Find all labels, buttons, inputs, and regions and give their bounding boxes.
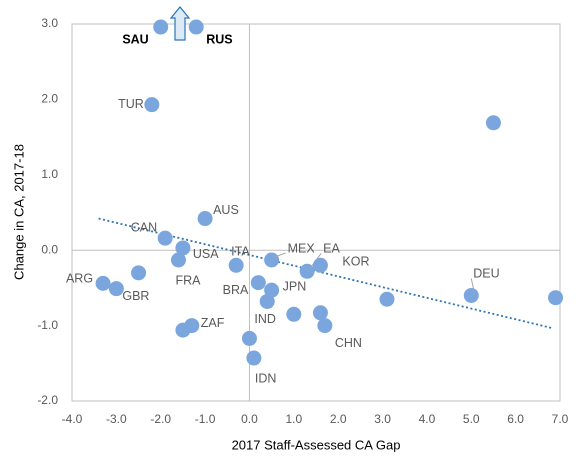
- plot-frame: [71, 23, 561, 402]
- x-tick-label: -4.0: [62, 412, 83, 426]
- y-tick-label: 2.0: [41, 92, 58, 106]
- point: [379, 291, 395, 307]
- point: [153, 19, 169, 35]
- trendline: [98, 217, 552, 329]
- x-tick-label: 1.0: [285, 412, 302, 426]
- leader-line: [274, 252, 286, 258]
- point: [312, 305, 328, 321]
- point: [286, 306, 302, 322]
- point: [228, 257, 244, 273]
- point-label: KOR: [342, 255, 369, 269]
- x-tick-label: 7.0: [552, 412, 569, 426]
- point: [485, 115, 501, 131]
- point-label: IDN: [255, 371, 277, 385]
- point: [170, 252, 186, 268]
- x-tick-label: 4.0: [419, 412, 436, 426]
- x-axis-title: 2017 Staff-Assessed CA Gap: [232, 437, 401, 452]
- y-tick-label: 1.0: [41, 167, 58, 181]
- point-label: ZAF: [201, 316, 225, 330]
- point: [131, 265, 147, 281]
- point: [246, 350, 262, 366]
- x-tick-label: -3.0: [106, 412, 127, 426]
- point: [264, 282, 280, 298]
- off-scale-arrow: [169, 6, 191, 41]
- point: [144, 97, 160, 113]
- x-tick-label: 2.0: [330, 412, 347, 426]
- point: [241, 330, 257, 346]
- x-tick-label: 5.0: [463, 412, 480, 426]
- point: [188, 19, 204, 35]
- x-tick-label: -2.0: [150, 412, 171, 426]
- x-tick-label: 6.0: [507, 412, 524, 426]
- point-label: GBR: [122, 289, 149, 303]
- y-tick-label: -1.0: [37, 318, 58, 332]
- point-label: AUS: [213, 203, 239, 217]
- point-label: RUS: [206, 32, 232, 46]
- point-label: FRA: [175, 273, 201, 287]
- point-label: SAU: [122, 32, 148, 46]
- point: [95, 275, 111, 291]
- point: [175, 240, 191, 256]
- point: [197, 211, 213, 227]
- point-label: CAN: [131, 220, 157, 234]
- x-tick-label: -1.0: [195, 412, 216, 426]
- point-label: TUR: [118, 97, 144, 111]
- point: [312, 257, 328, 273]
- point: [250, 275, 266, 291]
- point-label: CHN: [335, 336, 362, 350]
- point: [108, 281, 124, 297]
- y-tick-label: 0.0: [41, 242, 58, 256]
- point-label: USA: [193, 247, 219, 261]
- point-label: MEX: [288, 241, 316, 255]
- y-tick-label: 3.0: [41, 16, 58, 30]
- point-label: BRA: [223, 283, 249, 297]
- point: [463, 287, 479, 303]
- x-tick-label: 0.0: [241, 412, 258, 426]
- point: [175, 322, 191, 338]
- point: [157, 230, 173, 246]
- point-label: IND: [254, 312, 276, 326]
- leader-line: [470, 278, 475, 293]
- point: [264, 252, 280, 268]
- y-axis-title: Change in CA, 2017-18: [11, 144, 26, 280]
- point-label: ITA: [231, 245, 250, 259]
- point: [548, 290, 564, 306]
- point: [317, 318, 333, 334]
- point-label: DEU: [473, 267, 499, 281]
- point-label: ARG: [66, 272, 93, 286]
- point-label: EA: [323, 242, 340, 256]
- point-label: JPN: [283, 279, 307, 293]
- y-tick-label: -2.0: [37, 393, 58, 407]
- point: [259, 293, 275, 309]
- x-tick-label: 3.0: [374, 412, 391, 426]
